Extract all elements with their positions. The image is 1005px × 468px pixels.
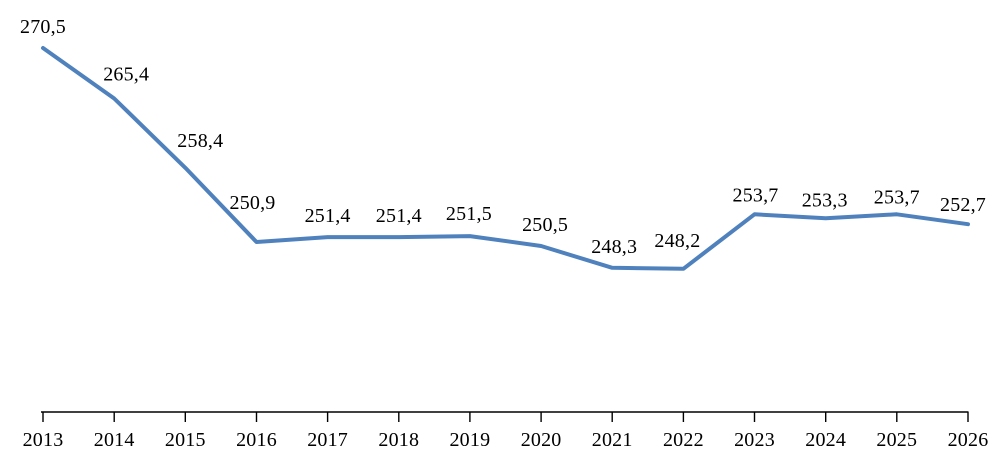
data-label-2024: 253,3 xyxy=(802,189,848,211)
x-tick-label-2025: 2025 xyxy=(876,429,917,451)
data-label-2021: 248,3 xyxy=(591,236,637,258)
data-label-2022: 248,2 xyxy=(654,230,700,252)
data-label-2014: 265,4 xyxy=(103,64,149,86)
data-label-2013: 270,5 xyxy=(20,16,66,38)
data-label-2015: 258,4 xyxy=(177,130,223,152)
data-label-2025: 253,7 xyxy=(874,186,920,208)
x-tick-label-2019: 2019 xyxy=(449,429,490,451)
x-tick-label-2020: 2020 xyxy=(521,429,562,451)
x-tick-label-2022: 2022 xyxy=(663,429,704,451)
x-tick-label-2021: 2021 xyxy=(592,429,633,451)
x-tick-label-2024: 2024 xyxy=(805,429,846,451)
x-tick-label-2014: 2014 xyxy=(94,429,135,451)
x-tick-label-2013: 2013 xyxy=(23,429,64,451)
data-label-2026: 252,7 xyxy=(940,194,986,216)
x-axis: 2013 2014 2015 2016 2017 2018 2019 2020 2021 2022… xyxy=(23,411,989,451)
data-label-2017: 251,4 xyxy=(305,205,351,227)
data-label-2020: 250,5 xyxy=(522,214,568,236)
data-label-2018: 251,4 xyxy=(376,205,422,227)
data-label-2019: 251,5 xyxy=(446,203,492,225)
data-label-2023: 253,7 xyxy=(733,184,779,206)
x-tick-label-2016: 2016 xyxy=(236,429,277,451)
x-tick-label-2026: 2026 xyxy=(948,429,989,451)
x-tick-label-2017: 2017 xyxy=(307,429,348,451)
x-tick-label-2018: 2018 xyxy=(378,429,419,451)
line-series xyxy=(41,46,970,271)
data-labels: 270,5 265,4 258,4 250,9 251,4 251,4 251,5 250,5… xyxy=(20,16,986,258)
x-tick-label-2023: 2023 xyxy=(734,429,775,451)
series-line xyxy=(41,46,970,271)
data-label-2016: 250,9 xyxy=(230,192,276,214)
x-tick-label-2015: 2015 xyxy=(165,429,206,451)
